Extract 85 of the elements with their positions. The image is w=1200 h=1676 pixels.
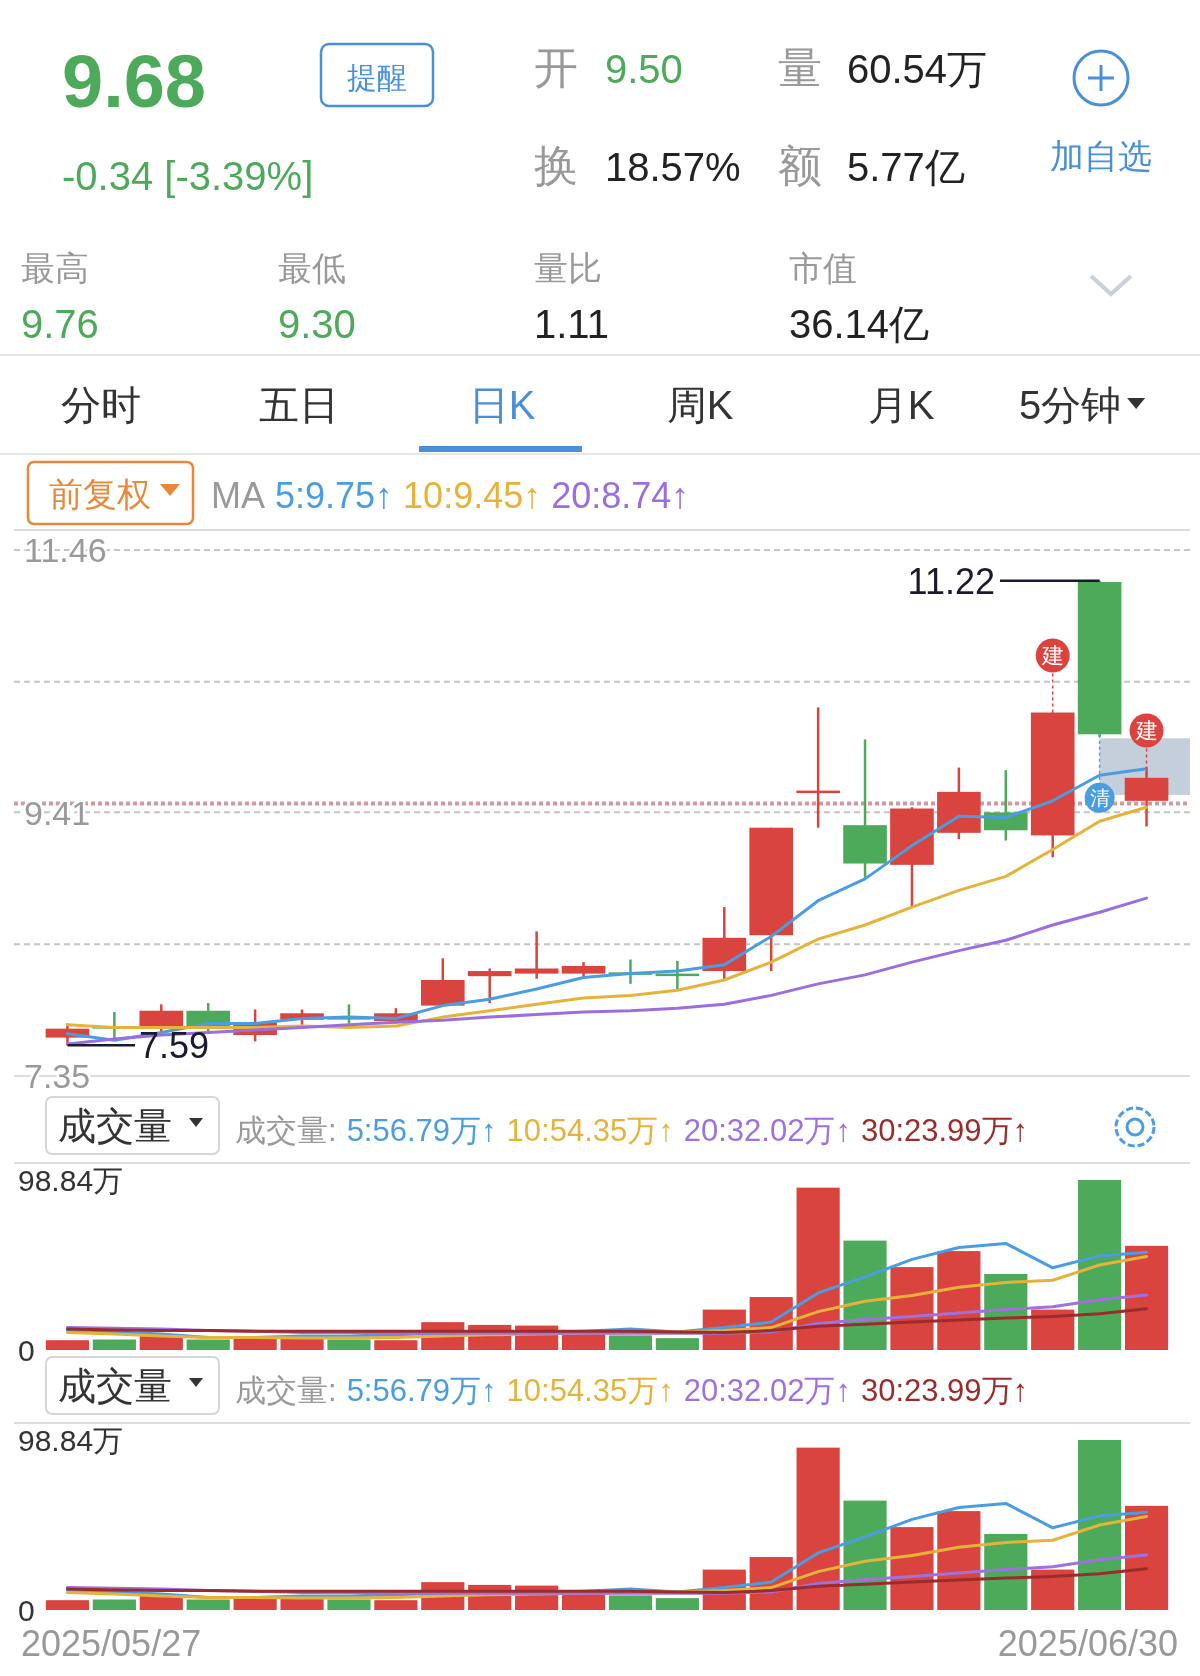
text: 5:56.79万↑ — [346, 1113, 497, 1148]
candlestick — [467, 967, 512, 1005]
y-tick-label: 98.84万 — [18, 1163, 124, 1197]
line-series — [66, 1567, 1148, 1595]
bar — [655, 1338, 699, 1350]
legend-title: 成交量: — [235, 1373, 337, 1408]
bar — [561, 1334, 606, 1350]
text: 最低 — [278, 249, 346, 287]
bar — [1031, 1309, 1075, 1350]
bar — [561, 1594, 606, 1610]
annotation: 建 — [1040, 642, 1064, 668]
legend-title: 成交量: — [235, 1113, 337, 1148]
bar — [374, 1600, 418, 1610]
annotation: 建 — [1134, 717, 1158, 743]
text: 月K — [867, 383, 935, 427]
text: 9.68 — [62, 40, 207, 123]
bar — [1078, 1440, 1122, 1610]
text: 量 — [778, 43, 822, 92]
text: 2025/06/30 — [997, 1623, 1178, 1664]
text: 10:54.35万↑ — [506, 1373, 674, 1408]
annotation: 清 — [1089, 786, 1110, 809]
text: 分时 — [61, 383, 141, 427]
text: 额 — [778, 141, 822, 190]
bar — [796, 1447, 840, 1610]
text: 市值 — [789, 249, 857, 287]
bar — [608, 1335, 653, 1350]
text: 日K — [468, 383, 536, 427]
text: 18.57% — [605, 145, 741, 189]
text: 五日 — [259, 383, 339, 427]
text: 前复权 — [49, 475, 151, 513]
bar — [890, 1267, 934, 1350]
text: 10:54.35万↑ — [506, 1113, 674, 1148]
text: 换 — [534, 141, 578, 190]
candlestick — [514, 930, 559, 980]
text: 加自选 — [1050, 137, 1152, 175]
text: 20:8.74↑ — [551, 475, 690, 516]
text: 5:56.79万↑ — [346, 1373, 497, 1408]
bar — [1031, 1569, 1075, 1610]
legend-title: MA — [211, 475, 265, 516]
text: 60.54万 — [847, 47, 988, 91]
bar — [45, 1600, 90, 1610]
text: 量比 — [534, 249, 602, 287]
bar — [655, 1598, 699, 1610]
bar — [327, 1339, 371, 1350]
y-tick-label: 98.84万 — [18, 1423, 124, 1457]
bar — [186, 1599, 230, 1610]
y-tick-label: 9.41 — [24, 793, 91, 832]
text: 36.14亿 — [789, 302, 930, 346]
annotation: 11.22 — [907, 560, 995, 602]
text: 提醒 — [347, 61, 407, 94]
text: 开 — [534, 43, 578, 92]
bar — [1124, 1505, 1169, 1610]
bar — [1124, 1245, 1169, 1350]
bar — [796, 1187, 840, 1350]
bar — [92, 1339, 136, 1350]
text: 成交量 — [58, 1105, 172, 1147]
text: 1.11 — [534, 302, 609, 346]
text: 9.30 — [278, 302, 356, 346]
y-tick-label: 7.35 — [24, 1057, 91, 1096]
text: 10:9.45↑ — [403, 475, 542, 516]
bar — [374, 1340, 418, 1350]
y-tick-label: 0 — [18, 1333, 35, 1367]
bar — [327, 1599, 371, 1610]
text: 5.77亿 — [847, 145, 965, 189]
bar — [186, 1339, 230, 1350]
bar — [890, 1527, 934, 1610]
text: 5:9.75↑ — [275, 475, 394, 516]
y-tick-label: 11.46 — [24, 531, 107, 570]
bar — [608, 1595, 653, 1610]
bar — [92, 1599, 136, 1610]
text: 20:32.02万↑ — [683, 1113, 851, 1148]
text: 周K — [666, 383, 734, 427]
text: 30:23.99万↑ — [860, 1373, 1029, 1408]
line-series — [66, 1307, 1148, 1335]
annotation: 7.59 — [139, 1025, 210, 1067]
text: 5分钟 — [1018, 383, 1122, 427]
text: 最高 — [21, 249, 89, 287]
text: 9.50 — [605, 47, 683, 91]
bar — [1078, 1180, 1122, 1350]
bar — [45, 1340, 90, 1350]
text: 成交量 — [58, 1365, 172, 1407]
text: 9.76 — [21, 302, 99, 346]
text: 30:23.99万↑ — [860, 1113, 1029, 1148]
text: 20:32.02万↑ — [683, 1373, 851, 1408]
text: -0.34 [-3.39%] — [62, 154, 314, 198]
